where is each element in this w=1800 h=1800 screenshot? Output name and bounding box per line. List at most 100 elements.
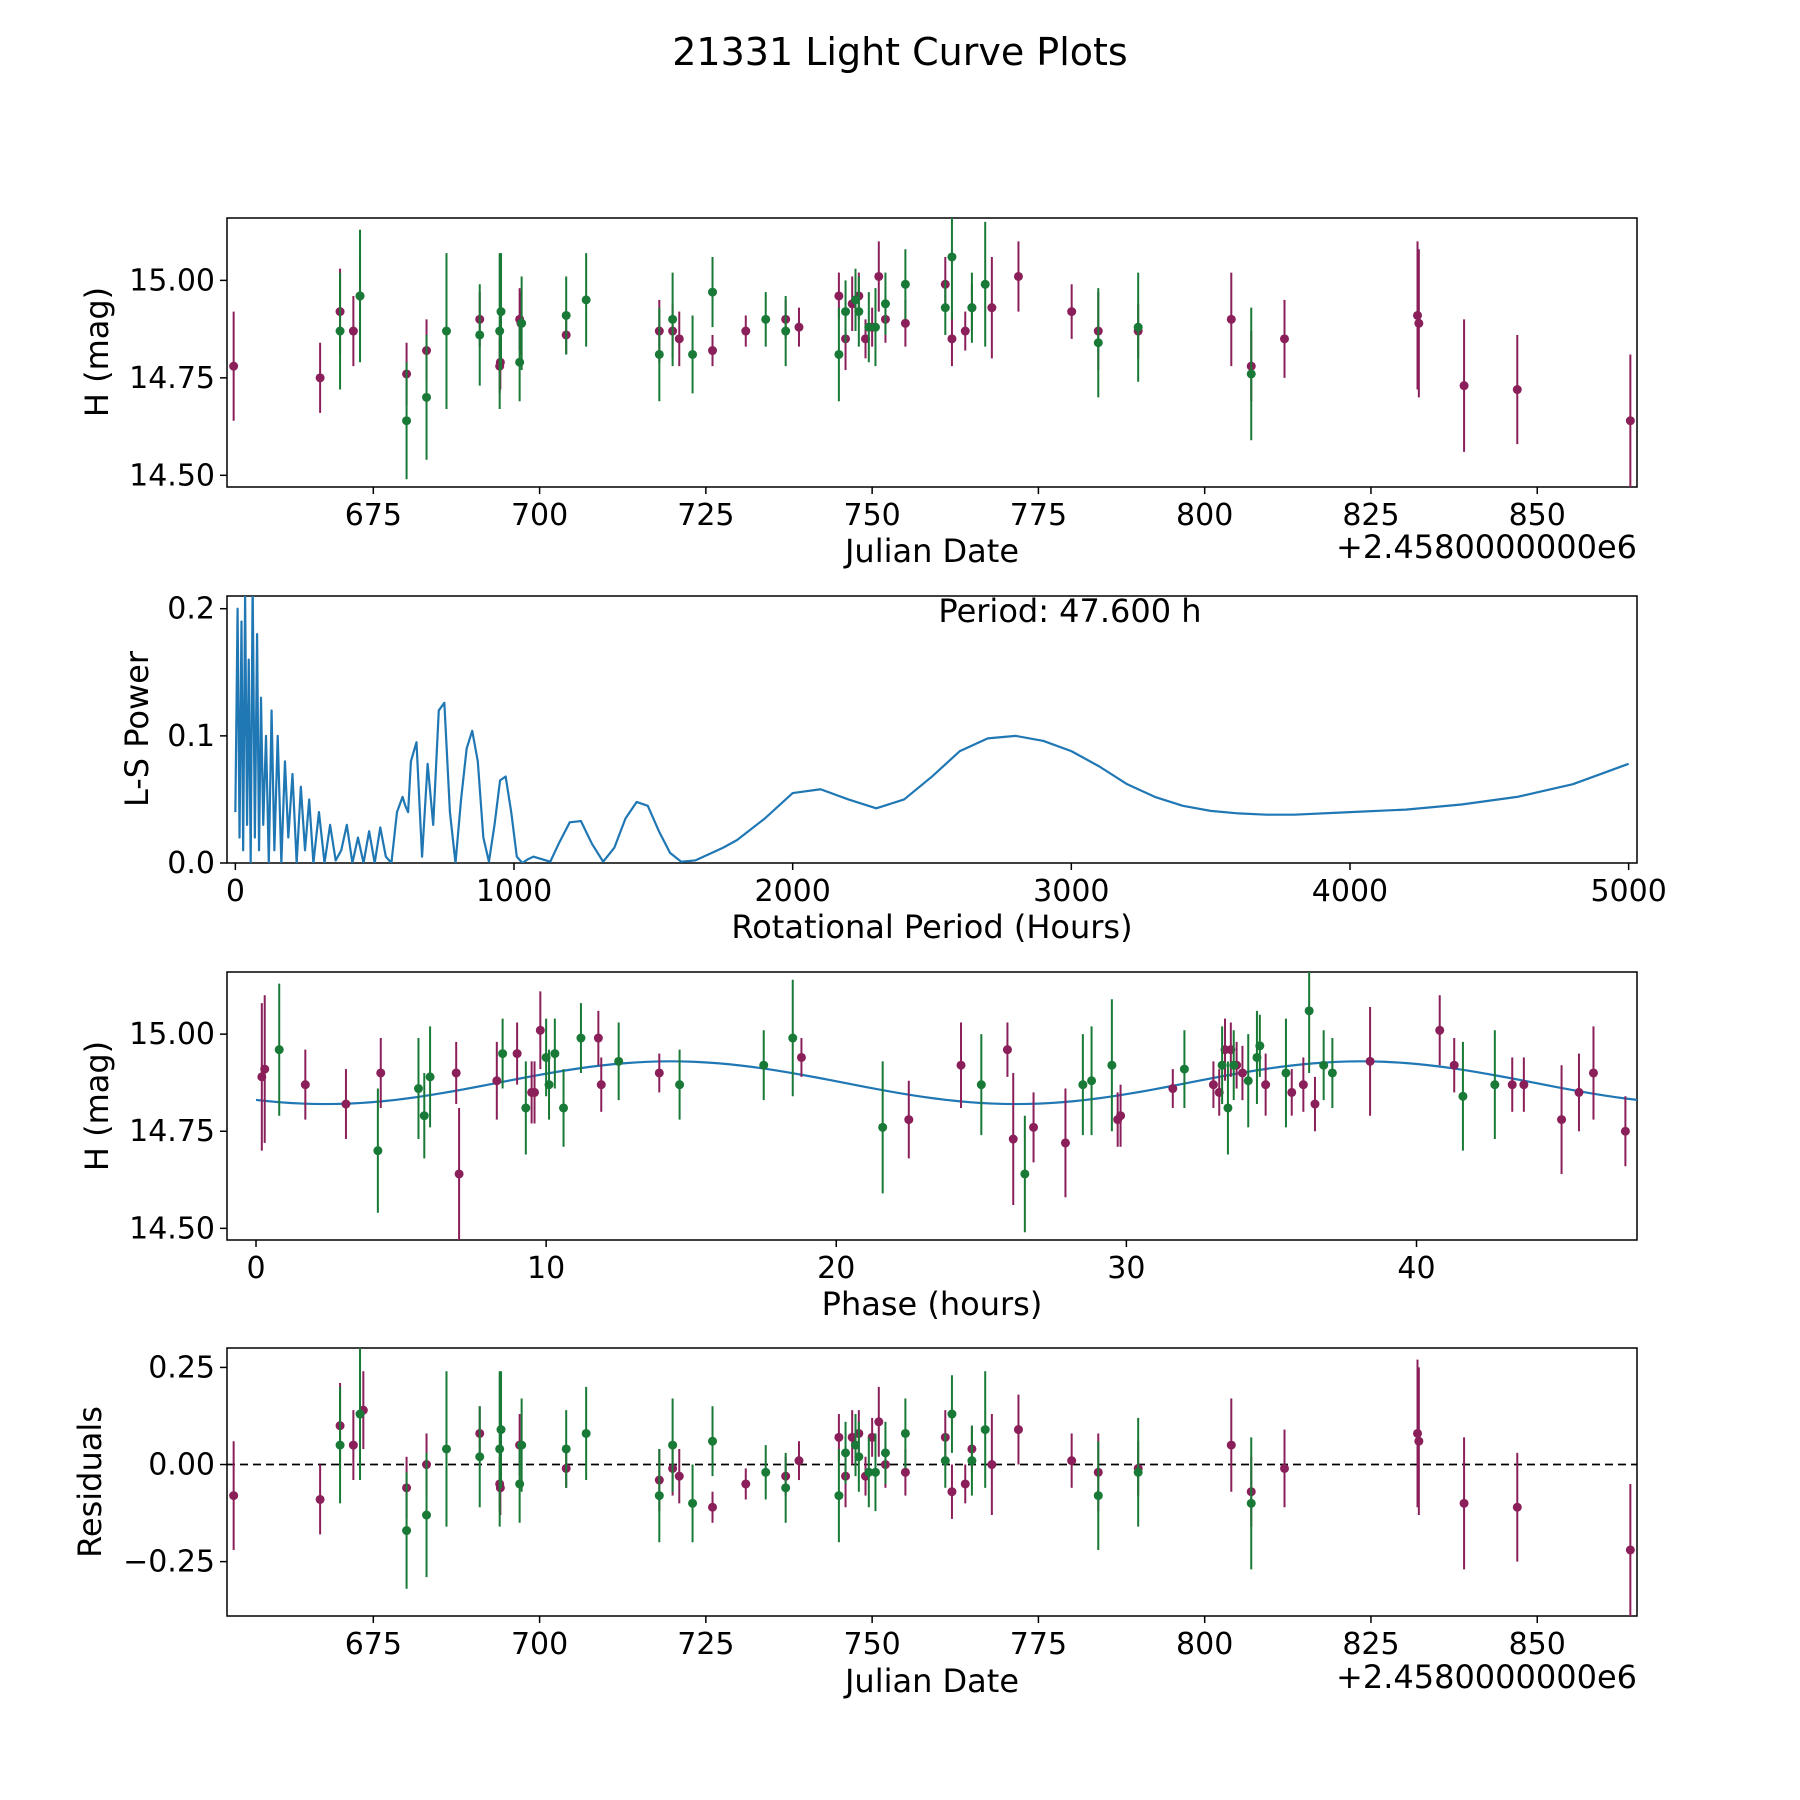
- residuals-data-point: [940, 1456, 950, 1466]
- period-annotation: Period: 47.600 h: [938, 592, 1201, 630]
- residuals-x-tick-label: 750: [844, 1627, 901, 1662]
- residuals-data-point: [561, 1444, 571, 1454]
- light-curve-data-point: [496, 307, 506, 317]
- phased-curve-data-point: [1435, 1025, 1445, 1035]
- phased-curve-data-point: [451, 1068, 461, 1078]
- residuals-data-point: [967, 1456, 977, 1466]
- phased-curve-data-point: [1217, 1060, 1227, 1070]
- light-curve-data-point: [441, 326, 451, 336]
- light-curve-x-tick-label: 800: [1176, 498, 1233, 533]
- light-curve-data-point: [355, 291, 365, 301]
- residuals-data-point: [987, 1460, 997, 1470]
- residuals-data-point: [335, 1440, 345, 1450]
- light-curve-data-point: [947, 334, 957, 344]
- phased-curve-data-point: [593, 1033, 603, 1043]
- residuals-x-tick-label: 675: [345, 1627, 402, 1662]
- phased-curve-markers: [255, 972, 1637, 1240]
- light-curve-data-point: [834, 291, 844, 301]
- residuals-data-point: [1133, 1467, 1143, 1477]
- residuals-data-point: [496, 1425, 506, 1435]
- light-curve-data-point: [517, 318, 527, 328]
- periodogram-x-axis-label: Rotational Period (Hours): [731, 908, 1132, 946]
- residuals-data-point: [854, 1452, 864, 1462]
- light-curve-data-point: [761, 314, 771, 324]
- light-curve-data-point: [654, 349, 664, 359]
- phased-curve-data-point: [1490, 1080, 1500, 1090]
- phased-curve-data-point: [675, 1080, 685, 1090]
- phased-curve-data-point: [1179, 1064, 1189, 1074]
- light-curve-data-point: [1067, 307, 1077, 317]
- phased-curve-data-point: [1008, 1134, 1018, 1144]
- light-curve-data-point: [1133, 322, 1143, 332]
- residuals-data-point: [900, 1467, 910, 1477]
- periodogram-y-tick-label: 0.1: [167, 719, 215, 754]
- phased-curve-data-point: [1255, 1041, 1265, 1051]
- light-curve-x-tick-label: 675: [345, 498, 402, 533]
- light-curve-data-point: [335, 326, 345, 336]
- light-curve-data-point: [900, 279, 910, 289]
- phased-curve-x-tick-label: 40: [1397, 1251, 1435, 1286]
- light-curve-data-point: [315, 373, 325, 383]
- residuals-x-tick-label: 825: [1342, 1627, 1399, 1662]
- residuals-data-point: [674, 1471, 684, 1481]
- light-curve-data-point: [947, 252, 957, 262]
- light-curve-offset-text: +2.4580000000e6: [1336, 528, 1637, 566]
- light-curve-y-tick-label: 15.00: [129, 263, 215, 298]
- periodogram-x-tick-label: 1000: [476, 874, 552, 909]
- light-curve-data-point: [1413, 310, 1423, 320]
- light-curve-data-point: [980, 279, 990, 289]
- phased-curve-data-point: [1229, 1060, 1239, 1070]
- residuals-data-point: [708, 1502, 718, 1512]
- phased-curve-data-point: [1458, 1091, 1468, 1101]
- phased-curve-data-point: [300, 1080, 310, 1090]
- residuals-data-point: [1013, 1425, 1023, 1435]
- residuals-data-point: [688, 1498, 698, 1508]
- light-curve-data-point: [851, 295, 861, 305]
- phased-curve-ticks: 0 10 20 30 40 14.50 14.75 15.00: [129, 1017, 1435, 1286]
- residuals-data-point: [1512, 1502, 1522, 1512]
- light-curve-data-point: [874, 271, 884, 281]
- light-curve-data-point: [841, 307, 851, 317]
- phased-curve-data-point: [1287, 1087, 1297, 1097]
- phased-curve-x-tick-label: 30: [1107, 1251, 1145, 1286]
- residuals-data-point: [355, 1409, 365, 1419]
- light-curve-markers: [229, 218, 1635, 487]
- phased-curve-data-point: [498, 1049, 508, 1059]
- light-curve-x-tick-label: 775: [1010, 498, 1067, 533]
- periodogram-x-tick-label: 0: [226, 874, 245, 909]
- phased-curve-data-point: [614, 1056, 624, 1066]
- residuals-ticks: 675 700 725 750 775 800 825 850 −0.25 0.00 0.25: [123, 1350, 1566, 1662]
- residuals-y-axis-label: Residuals: [71, 1406, 109, 1558]
- light-curve-data-point: [708, 346, 718, 356]
- phased-curve-data-point: [260, 1064, 270, 1074]
- light-curve-data-point: [402, 416, 412, 426]
- light-curve-ticks: 675 700 725 750 775 800 825 850 14.50 14.75 15.00: [129, 263, 1566, 533]
- periodogram-y-tick-label: 0.2: [167, 592, 215, 627]
- light-curve-data-point: [668, 314, 678, 324]
- light-curve-data-point: [860, 334, 870, 344]
- light-curve-data-point: [960, 326, 970, 336]
- phased-curve-data-point: [1087, 1076, 1097, 1086]
- light-curve-x-tick-label: 850: [1509, 498, 1566, 533]
- phased-curve-data-point: [976, 1080, 986, 1090]
- light-curve-data-point: [854, 307, 864, 317]
- residuals-panel: 675 700 725 750 775 800 825 850 −0.25 0.00 0.25 Ju…: [71, 1347, 1638, 1700]
- residuals-data-point: [1413, 1428, 1423, 1438]
- phased-curve-data-point: [559, 1103, 569, 1113]
- light-curve-data-point: [708, 287, 718, 297]
- residuals-data-point: [1280, 1463, 1289, 1473]
- light-curve-data-point: [581, 295, 591, 305]
- residuals-data-point: [741, 1479, 751, 1489]
- residuals-data-point: [348, 1440, 358, 1450]
- phased-curve-data-point: [1237, 1068, 1247, 1078]
- light-curve-panel: 675 700 725 750 775 800 825 85014.5014.7515.00 …: [78, 217, 1638, 570]
- residuals-data-point: [834, 1491, 844, 1501]
- phased-curve-data-point: [274, 1045, 284, 1055]
- phased-curve-data-point: [956, 1060, 966, 1070]
- residuals-data-point: [841, 1448, 851, 1458]
- residuals-data-point: [1459, 1498, 1469, 1508]
- residuals-data-point: [668, 1440, 678, 1450]
- phased-curve-data-point: [512, 1049, 522, 1059]
- phased-curve-data-point: [1574, 1087, 1584, 1097]
